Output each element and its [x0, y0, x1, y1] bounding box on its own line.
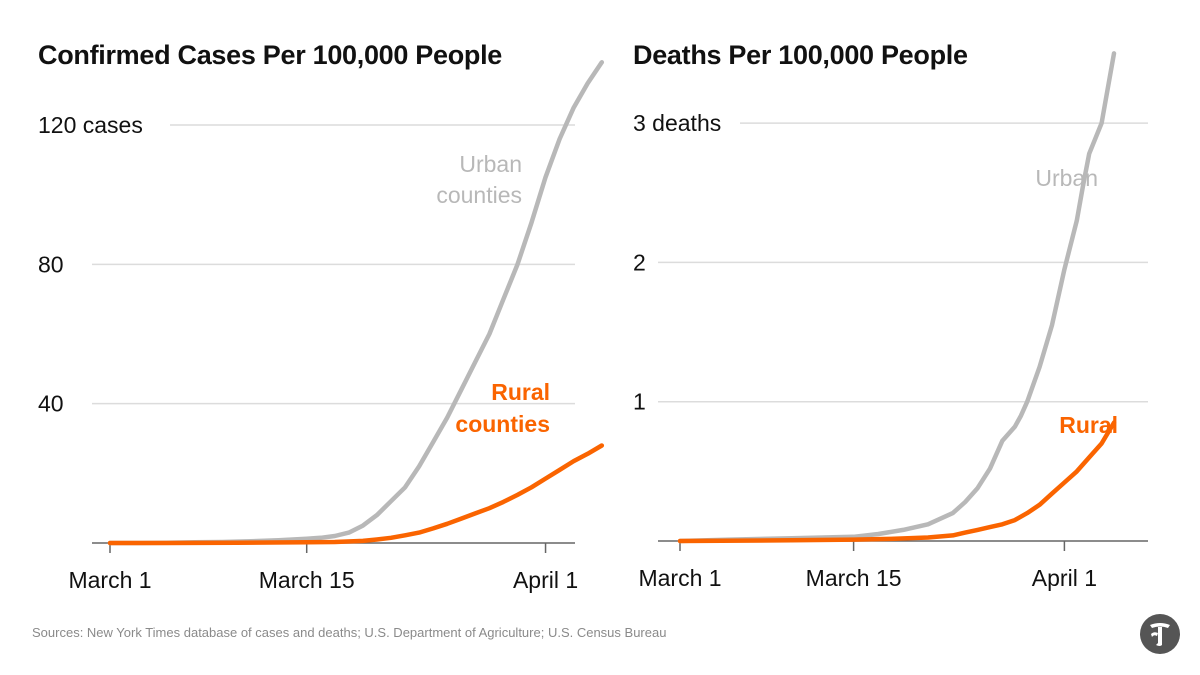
cases-x-tick-label: March 15 — [259, 567, 355, 593]
cases-y-tick-label: 80 — [38, 251, 64, 277]
deaths-x-tick-label: April 1 — [1032, 565, 1097, 591]
cases-urban-label: Urban — [459, 151, 522, 177]
source-note: Sources: New York Times database of case… — [32, 625, 667, 640]
deaths-y-tick-label: 3 deaths — [633, 110, 721, 136]
deaths-y-tick-label: 1 — [633, 389, 646, 415]
cases-rural-line — [107, 443, 605, 546]
deaths-chart-title: Deaths Per 100,000 People — [633, 40, 968, 70]
cases-rural-label: Rural — [491, 379, 550, 405]
deaths-rural-label: Rural — [1059, 412, 1118, 438]
cases-y-tick-label: 40 — [38, 391, 64, 417]
deaths-x-tick-label: March 15 — [806, 565, 902, 591]
cases-chart-title: Confirmed Cases Per 100,000 People — [38, 40, 503, 70]
cases-urban-label: counties — [436, 182, 522, 208]
cases-rural-label: counties — [455, 411, 550, 437]
deaths-x-tick-label: March 1 — [638, 565, 721, 591]
deaths-y-tick-label: 2 — [633, 249, 646, 275]
cases-y-tick-label: 120 cases — [38, 112, 143, 138]
cases-urban-line — [107, 60, 605, 546]
nyt-t-logo-icon — [1140, 614, 1180, 654]
cases-x-tick-label: March 1 — [68, 567, 151, 593]
deaths-rural-line — [677, 420, 1117, 544]
deaths-urban-line — [677, 51, 1117, 544]
cases-x-tick-label: April 1 — [513, 567, 578, 593]
deaths-urban-label: Urban — [1035, 165, 1098, 191]
